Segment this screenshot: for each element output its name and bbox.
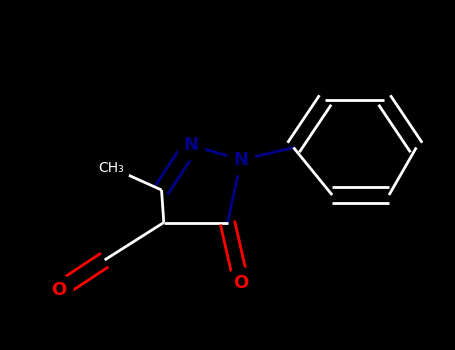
Circle shape: [46, 275, 73, 305]
Text: CH₃: CH₃: [99, 161, 124, 175]
Text: O: O: [51, 281, 67, 299]
Text: O: O: [233, 273, 249, 292]
Circle shape: [177, 130, 205, 160]
Text: N: N: [234, 151, 248, 169]
Circle shape: [228, 145, 255, 175]
Text: N: N: [184, 136, 198, 154]
Circle shape: [93, 147, 130, 188]
Circle shape: [228, 267, 255, 297]
